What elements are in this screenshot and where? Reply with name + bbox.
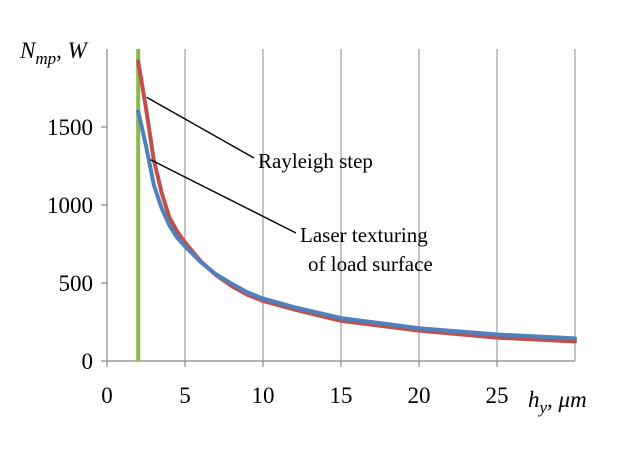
annotation-text-1: Laser texturing	[300, 223, 428, 247]
x-tick-label-25: 25	[486, 383, 509, 408]
y-tick-label-1000: 1000	[47, 193, 93, 218]
series-line-0	[136, 59, 577, 344]
series-group	[136, 59, 577, 344]
grid	[184, 49, 576, 361]
series-line-1	[136, 109, 577, 341]
x-ticks: 0 5 10 15 20 25	[101, 361, 509, 408]
annotation-leader-0	[146, 96, 255, 159]
y-tick-label-0: 0	[82, 349, 94, 374]
annotation-text-1-line2: of load surface	[308, 252, 433, 276]
annotations: Rayleigh step Laser texturing of load surf…	[146, 96, 433, 276]
x-tick-label-20: 20	[408, 383, 431, 408]
x-tick-label-10: 10	[252, 383, 275, 408]
x-tick-label-0: 0	[101, 383, 113, 408]
y-tick-label-500: 500	[59, 271, 94, 296]
x-tick-label-5: 5	[179, 383, 191, 408]
y-axis-label: Nmp, W	[19, 38, 89, 68]
y-tick-label-1500: 1500	[47, 115, 93, 140]
annotation-leader-1	[150, 159, 297, 234]
x-axis-label: hy, μm	[528, 387, 587, 417]
x-tick-label-15: 15	[330, 383, 353, 408]
annotation-text-0: Rayleigh step	[258, 149, 373, 173]
y-ticks: 0 500 1000 1500	[47, 115, 107, 374]
